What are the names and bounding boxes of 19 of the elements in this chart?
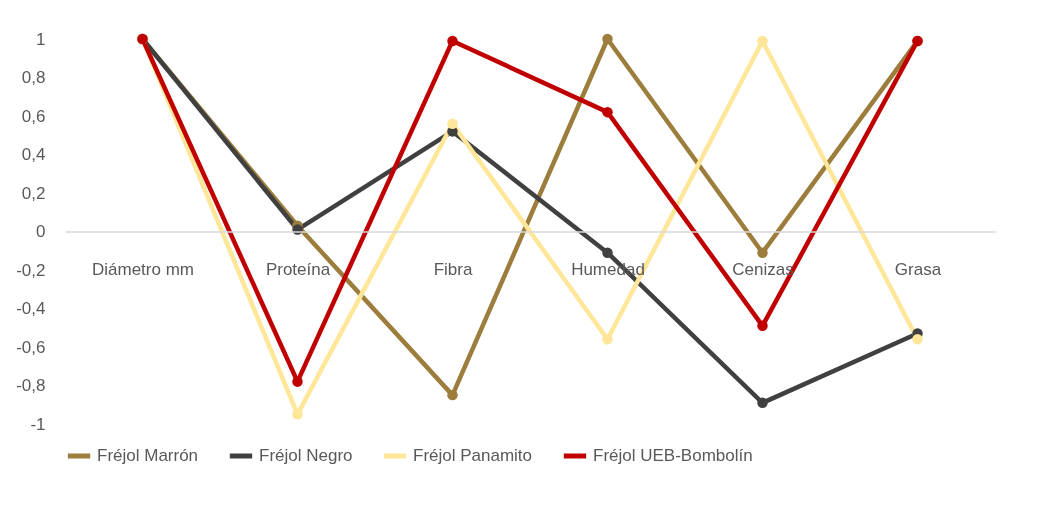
legend-label: Fréjol Panamito [413, 446, 533, 465]
y-tick-label: 0,2 [21, 183, 46, 203]
legend-label: Fréjol Negro [259, 446, 353, 465]
legend-label: Fréjol UEB-Bombolín [593, 446, 753, 465]
y-tick-label: -0,2 [16, 260, 46, 280]
y-tick-label: 0,8 [21, 68, 46, 87]
y-tick-label: -0,8 [16, 376, 46, 395]
legend-label: Fréjol Marrón [97, 446, 199, 465]
y-tick-label: 0,6 [21, 106, 46, 126]
x-tick-label: Diámetro mm [91, 260, 195, 279]
x-tick-label: Grasa [894, 260, 942, 279]
y-tick-label: 0 [36, 222, 46, 241]
y-tick-label: 1 [36, 29, 46, 49]
y-tick-label: 0,4 [21, 145, 46, 164]
x-tick-label: Fibra [433, 260, 473, 279]
y-tick-label: -0,4 [16, 299, 46, 318]
y-tick-label: -0,6 [16, 337, 46, 357]
y-tick-label: -1 [30, 414, 46, 434]
x-tick-label: Proteína [265, 260, 331, 279]
